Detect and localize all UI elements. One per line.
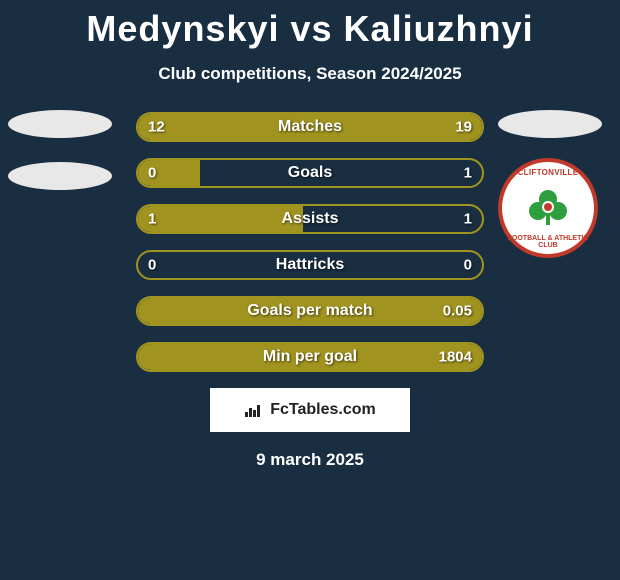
stat-left-value: 1	[148, 211, 156, 228]
stat-label: Goals per match	[247, 302, 372, 320]
bar-fill-left	[138, 206, 303, 232]
stat-right-value: 1	[464, 165, 472, 182]
club-logo-top-text: CLIFTONVILLE	[502, 168, 594, 177]
right-player-badges: CLIFTONVILLE FOOTBALL & ATHLETIC CLUB	[498, 110, 602, 258]
stat-row: 1804 Min per goal	[136, 342, 484, 372]
club-logo-icon: CLIFTONVILLE FOOTBALL & ATHLETIC CLUB	[498, 158, 598, 258]
brand-badge: FcTables.com	[210, 388, 410, 432]
stat-right-value: 0	[464, 257, 472, 274]
date-text: 9 march 2025	[0, 450, 620, 470]
stat-label: Assists	[282, 210, 339, 228]
stat-row: 0 0 Hattricks	[136, 250, 484, 280]
stat-label: Matches	[278, 118, 342, 136]
stat-left-value: 0	[148, 257, 156, 274]
stat-right-value: 1804	[439, 349, 472, 366]
shamrock-icon	[525, 185, 571, 231]
stat-label: Hattricks	[276, 256, 344, 274]
placeholder-badge-icon	[498, 110, 602, 138]
stat-label: Goals	[288, 164, 332, 182]
comparison-content: CLIFTONVILLE FOOTBALL & ATHLETIC CLUB 12…	[0, 112, 620, 470]
stat-label: Min per goal	[263, 348, 357, 366]
stat-row: 12 19 Matches	[136, 112, 484, 142]
stat-left-value: 0	[148, 165, 156, 182]
brand-text: FcTables.com	[270, 401, 376, 419]
stat-right-value: 1	[464, 211, 472, 228]
bars-chart-icon	[244, 402, 264, 418]
placeholder-badge-icon	[8, 162, 112, 190]
club-logo-bottom-text: FOOTBALL & ATHLETIC CLUB	[502, 235, 594, 249]
left-player-badges	[8, 110, 112, 214]
stat-row: 1 1 Assists	[136, 204, 484, 234]
stat-left-value: 12	[148, 119, 165, 136]
stat-right-value: 0.05	[443, 303, 472, 320]
stat-row: 0 1 Goals	[136, 158, 484, 188]
stat-right-value: 19	[455, 119, 472, 136]
page-title: Medynskyi vs Kaliuzhnyi	[0, 0, 620, 50]
subtitle: Club competitions, Season 2024/2025	[0, 64, 620, 84]
placeholder-badge-icon	[8, 110, 112, 138]
stat-bars: 12 19 Matches 0 1 Goals 1 1 Assists 0 0 Hattricks 0.…	[136, 112, 484, 372]
stat-row: 0.05 Goals per match	[136, 296, 484, 326]
